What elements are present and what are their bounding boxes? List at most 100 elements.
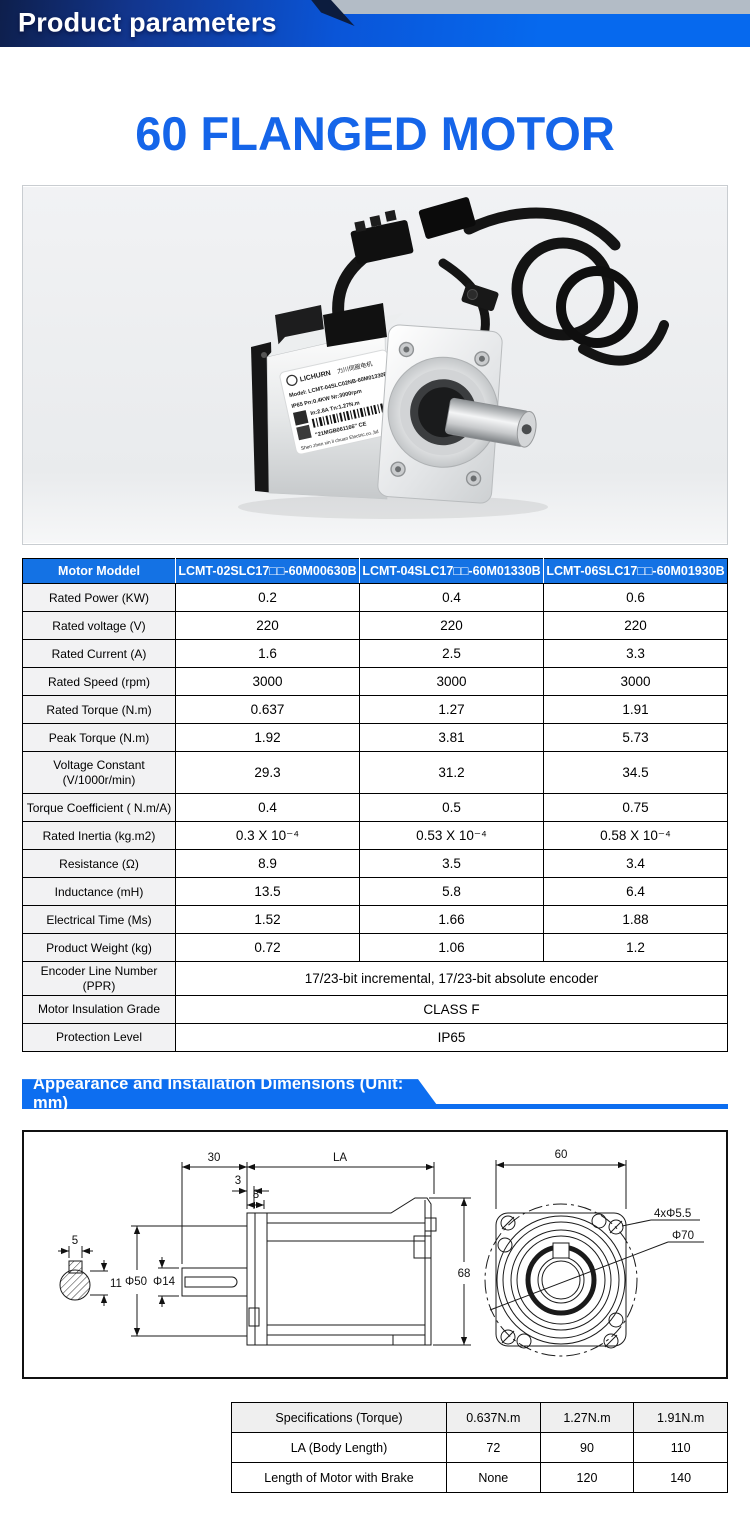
spec-value: 0.3 X 10⁻⁴ [175, 821, 360, 851]
spec-value: 1.2 [543, 933, 728, 963]
spec-value: 1.27 [359, 695, 544, 725]
spec-row: Rated Speed (rpm) 3000 3000 3000 [22, 667, 728, 697]
spec-value: 1.52 [175, 905, 360, 935]
length-header-cell: 1.27N.m [539, 1402, 635, 1434]
spec-value: 0.2 [175, 583, 360, 613]
spec-value: 1.6 [175, 639, 360, 669]
length-value: 140 [633, 1462, 728, 1494]
length-value: 90 [539, 1432, 635, 1464]
spec-row: Rated voltage (V) 220 220 220 [22, 611, 728, 641]
spec-value: 0.4 [359, 583, 544, 613]
length-value: 120 [539, 1462, 635, 1494]
spec-row: Product Weight (kg) 0.72 1.06 1.2 [22, 933, 728, 963]
spec-value: 0.53 X 10⁻⁴ [359, 821, 544, 851]
spec-label: Rated Inertia (kg.m2) [22, 821, 176, 851]
spec-value: 220 [543, 611, 728, 641]
banner: Product parameters [0, 0, 750, 47]
spec-label: Motor Insulation Grade [22, 995, 176, 1025]
bottom-spacer [0, 1493, 750, 1532]
callout-holes: 4xΦ5.5 [654, 1208, 691, 1220]
spec-value: 0.58 X 10⁻⁴ [543, 821, 728, 851]
dim-3: 3 [235, 1175, 241, 1187]
spec-value: 1.91 [543, 695, 728, 725]
spec-row: Voltage Constant (V/1000r/min) 29.3 31.2 34… [22, 751, 728, 795]
spec-label: Torque Coefficient ( N.m/A) [22, 793, 176, 823]
spec-value: 3.5 [359, 849, 544, 879]
spec-label: Rated Torque (N.m) [22, 695, 176, 725]
spec-value: 34.5 [543, 751, 728, 795]
spec-value: 13.5 [175, 877, 360, 907]
spec-value: 0.4 [175, 793, 360, 823]
dim-bg [123, 1274, 149, 1289]
spec-value: 8.9 [175, 849, 360, 879]
dimension-drawing: 5 11 Φ50 Φ14 30 LA 3 8 68 60 4xΦ5.5 Φ70 [58, 1149, 704, 1357]
spec-row: Electrical Time (Ms) 1.52 1.66 1.88 [22, 905, 728, 935]
spec-header-cell: LCMT-04SLC17□□-60M01330B [359, 558, 544, 585]
length-header-cell: Specifications (Torque) [231, 1402, 447, 1434]
spec-value: 220 [175, 611, 360, 641]
length-header-cell: 0.637N.m [446, 1402, 541, 1434]
spec-value: 0.75 [543, 793, 728, 823]
length-row: LA (Body Length) 72 90 110 [231, 1432, 728, 1464]
spec-value: 220 [359, 611, 544, 641]
callout-phi70: Φ70 [672, 1230, 694, 1242]
spec-value: 1.92 [175, 723, 360, 753]
section-underline-strip [422, 1104, 728, 1110]
spec-label: Inductance (mH) [22, 877, 176, 907]
spec-label: Resistance (Ω) [22, 849, 176, 879]
motor-shaft [444, 398, 537, 448]
spec-row: Rated Power (KW) 0.2 0.4 0.6 [22, 583, 728, 613]
spec-value: 0.6 [543, 583, 728, 613]
spec-row: Protection Level IP65 [22, 1023, 728, 1053]
spec-table: Motor Moddel LCMT-02SLC17□□-60M00630B LC… [22, 558, 728, 1053]
spec-label: Rated Power (KW) [22, 583, 176, 613]
spec-value: 3.81 [359, 723, 544, 753]
dim-la: LA [333, 1152, 347, 1164]
spec-header-row: Motor Moddel LCMT-02SLC17□□-60M00630B LC… [22, 558, 728, 585]
dim-68: 68 [458, 1268, 471, 1280]
dim-phi50: Φ50 [125, 1276, 147, 1288]
banner-gray-stripe [328, 0, 750, 14]
spec-value: 0.5 [359, 793, 544, 823]
spec-label: Rated voltage (V) [22, 611, 176, 641]
length-header-row: Specifications (Torque) 0.637N.m 1.27N.m… [231, 1402, 728, 1434]
dim-30: 30 [208, 1152, 221, 1164]
spec-row: Rated Inertia (kg.m2) 0.3 X 10⁻⁴ 0.53 X 10… [22, 821, 728, 851]
spec-label: Encoder Line Number (PPR) [22, 961, 176, 997]
section-title: Appearance and Installation Dimensions (… [33, 1075, 404, 1113]
spec-label: Electrical Time (Ms) [22, 905, 176, 935]
spec-row: Rated Current (A) 1.6 2.5 3.3 [22, 639, 728, 669]
shaft-section-view [58, 1246, 108, 1307]
section-ribbon: Appearance and Installation Dimensions (… [22, 1079, 440, 1110]
spec-label: Product Weight (kg) [22, 933, 176, 963]
spec-span-value: IP65 [175, 1023, 728, 1053]
spec-row: Motor Insulation Grade CLASS F [22, 995, 728, 1025]
motor-side-view [131, 1162, 471, 1346]
dimension-drawing-frame: 5 11 Φ50 Φ14 30 LA 3 8 68 60 4xΦ5.5 Φ70 [22, 1130, 728, 1380]
mounting-holes [497, 1213, 624, 1349]
spec-header-cell: LCMT-06SLC17□□-60M01930B [543, 558, 728, 585]
motor-photo: LICHURN 力川伺服电机 Model: LCMT-04SLC02NB-60M… [23, 187, 727, 544]
spec-value: 1.06 [359, 933, 544, 963]
spec-value: 0.72 [175, 933, 360, 963]
spec-value: 3000 [359, 667, 544, 697]
motor-front-view [484, 1160, 704, 1357]
spec-label: Voltage Constant (V/1000r/min) [22, 751, 176, 795]
spec-row: Resistance (Ω) 8.9 3.5 3.4 [22, 849, 728, 879]
spec-label: Protection Level [22, 1023, 176, 1053]
length-table: Specifications (Torque) 0.637N.m 1.27N.m… [231, 1402, 728, 1494]
spec-header-cell: LCMT-02SLC17□□-60M00630B [175, 558, 360, 585]
spec-value: 3.4 [543, 849, 728, 879]
spec-row: Peak Torque (N.m) 1.92 3.81 5.73 [22, 723, 728, 753]
spec-span-value: CLASS F [175, 995, 728, 1025]
spec-value: 29.3 [175, 751, 360, 795]
length-row: Length of Motor with Brake None 120 140 [231, 1462, 728, 1494]
spec-row: Torque Coefficient ( N.m/A) 0.4 0.5 0.75 [22, 793, 728, 823]
dim-5: 5 [72, 1235, 78, 1247]
banner-title: Product parameters [18, 7, 277, 38]
cable-clamp [461, 283, 499, 312]
nameplate: LICHURN 力川伺服电机 Model: LCMT-04SLC02NB-60M… [279, 349, 405, 455]
spec-value: 5.73 [543, 723, 728, 753]
spec-label: Peak Torque (N.m) [22, 723, 176, 753]
